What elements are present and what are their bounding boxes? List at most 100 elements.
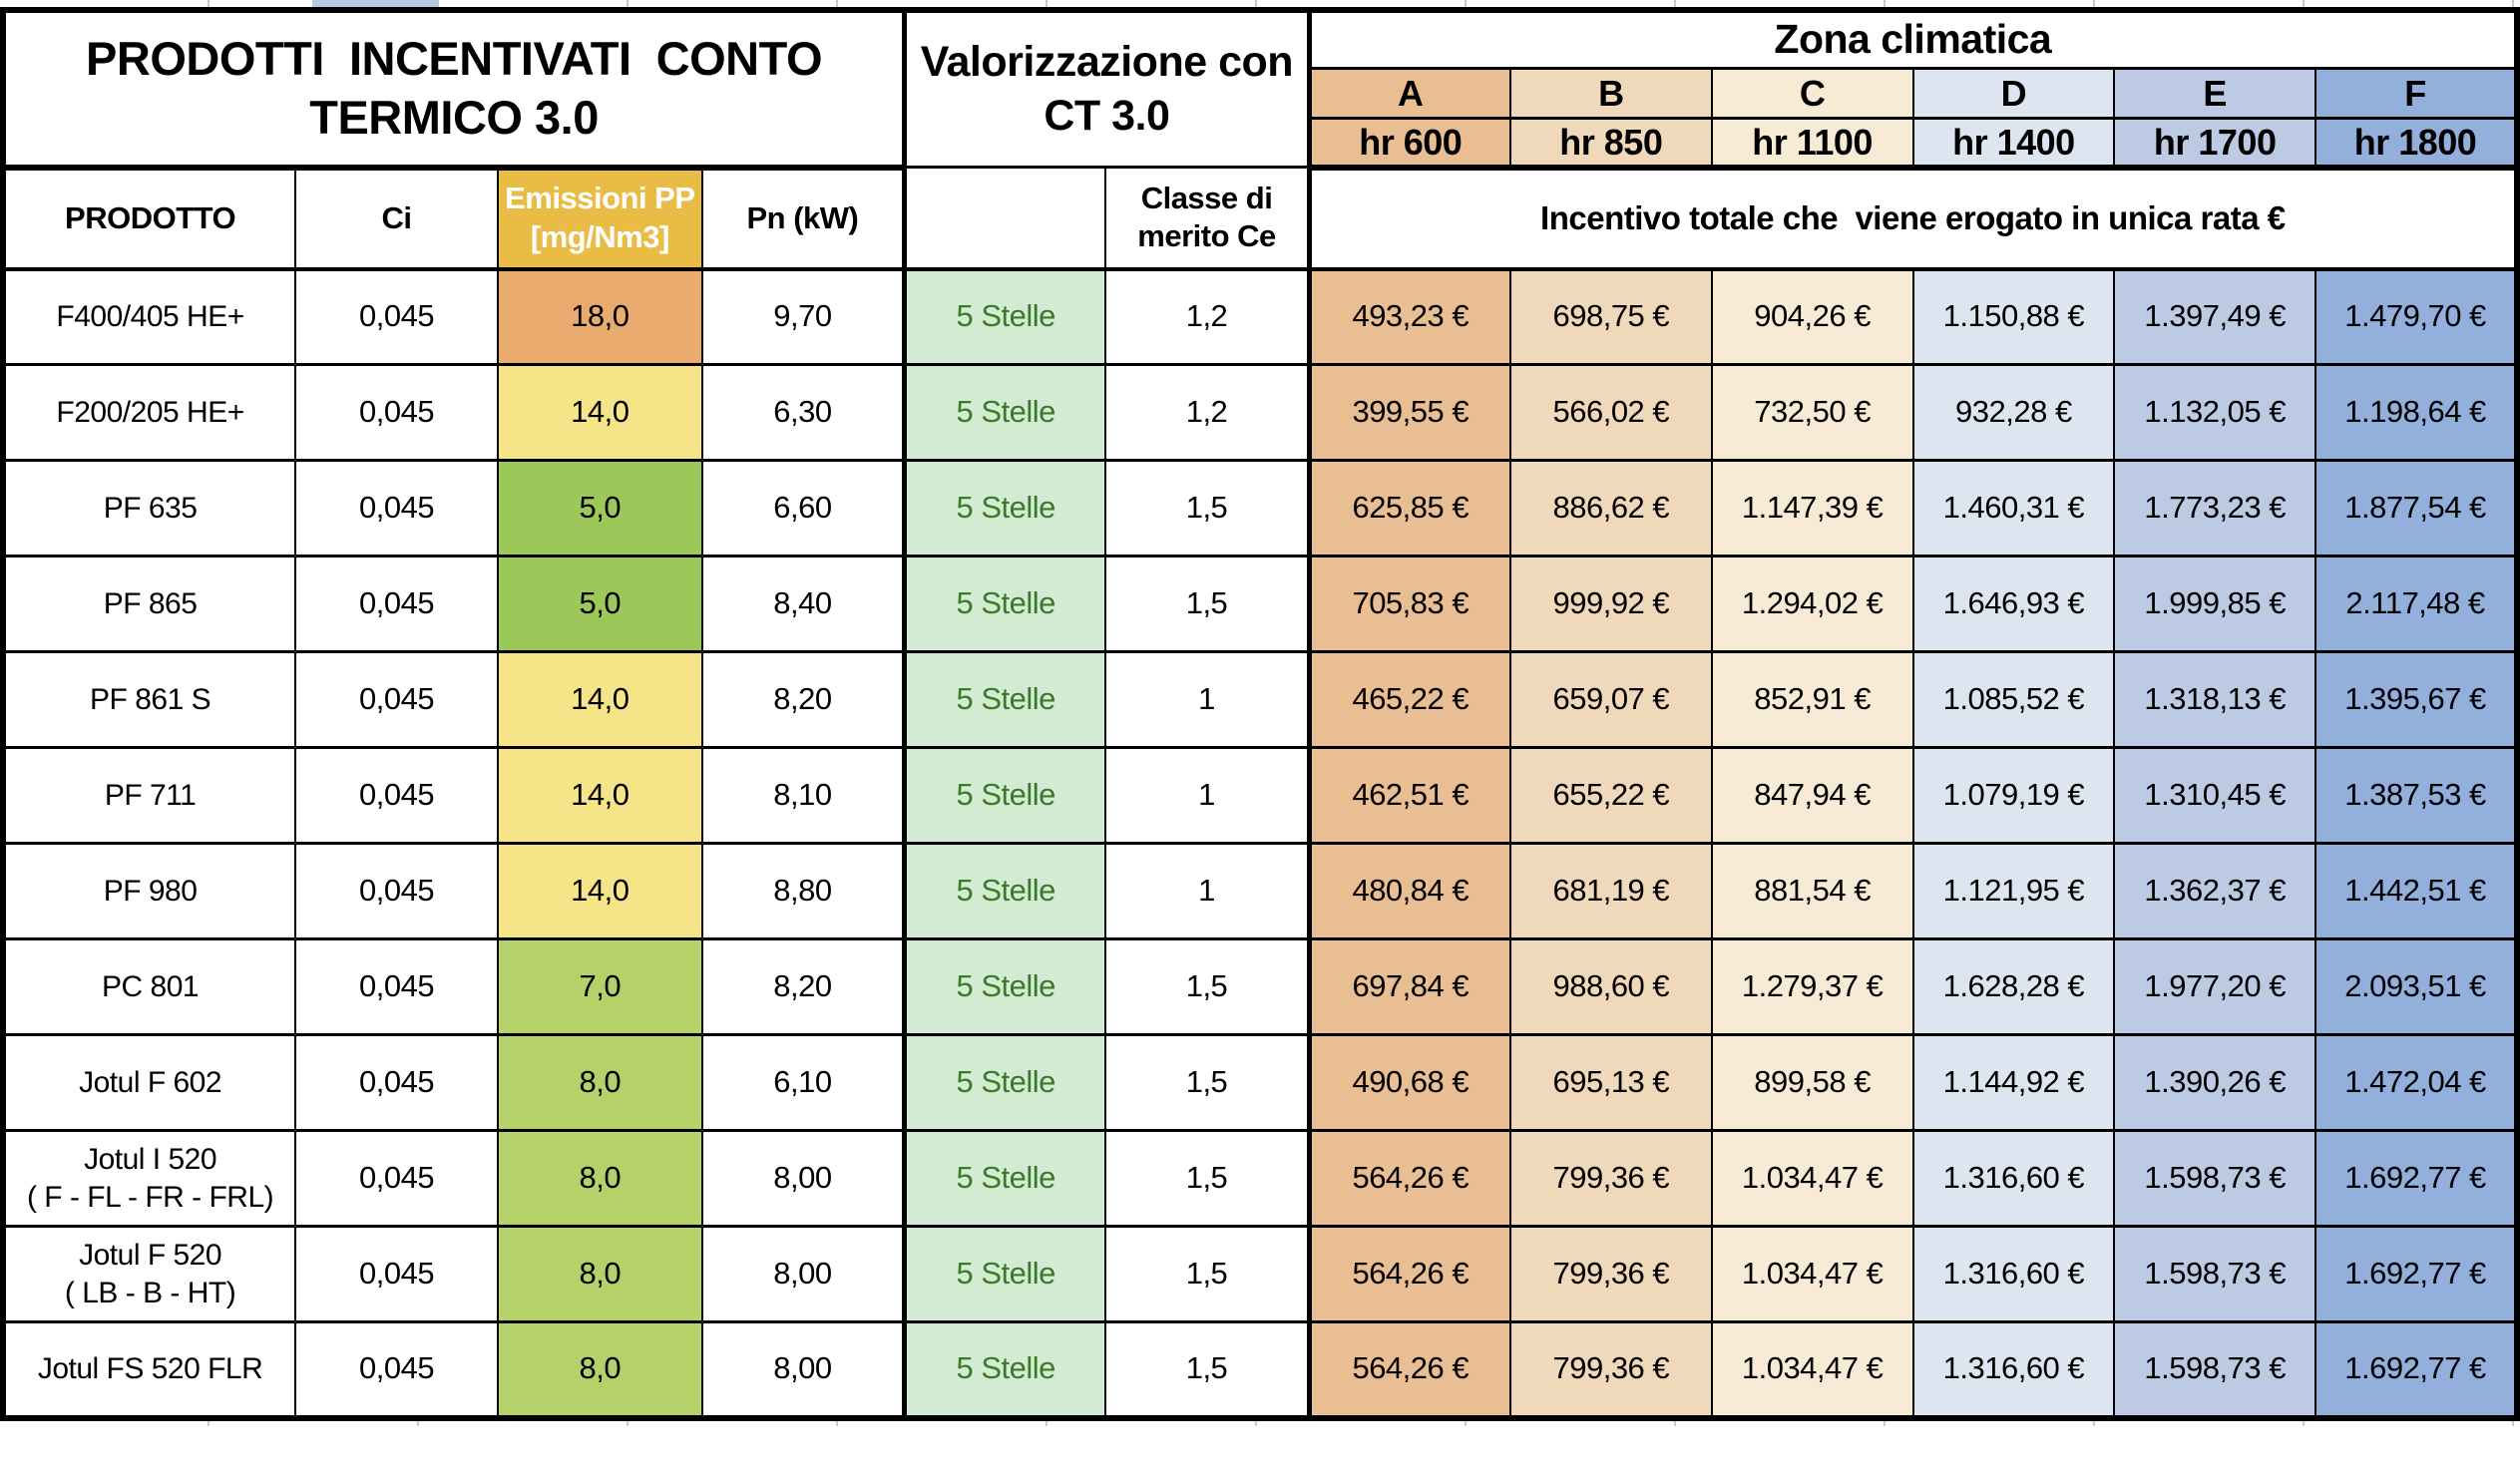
incentive-cell-c[interactable]: 1.279,37 € [1710, 937, 1914, 1036]
emissions-cell[interactable]: 14,0 [496, 842, 703, 940]
incentive-cell-f[interactable]: 1.692,77 € [2314, 1129, 2518, 1228]
emissions-cell[interactable]: 5,0 [496, 459, 703, 557]
incentive-cell-e[interactable]: 1.390,26 € [2113, 1033, 2317, 1132]
incentive-cell-b[interactable]: 988,60 € [1508, 937, 1713, 1036]
zone-a-hours[interactable]: hr 600 [1306, 116, 1511, 171]
zone-b-header[interactable]: B [1508, 66, 1713, 120]
incentive-cell-c[interactable]: 1.147,39 € [1710, 459, 1914, 557]
merit-class-cell[interactable]: 1 [1104, 746, 1311, 845]
emissions-cell[interactable]: 18,0 [496, 267, 703, 366]
incentive-cell-f[interactable]: 1.877,54 € [2314, 459, 2518, 557]
incentive-cell-f[interactable]: 1.479,70 € [2314, 267, 2518, 366]
merit-class-cell[interactable]: 1 [1104, 650, 1311, 749]
stars-rating-cell[interactable]: 5 Stelle [902, 267, 1107, 366]
incentive-cell-c[interactable]: 1.034,47 € [1710, 1129, 1914, 1228]
incentive-cell-b[interactable]: 799,36 € [1508, 1129, 1713, 1228]
emissions-cell[interactable]: 8,0 [496, 1320, 703, 1419]
product-cell[interactable]: PC 801 [1, 937, 297, 1036]
pn-cell[interactable]: 8,00 [700, 1320, 906, 1419]
emissions-cell[interactable]: 14,0 [496, 363, 703, 462]
incentive-cell-d[interactable]: 1.085,52 € [1911, 650, 2116, 749]
ci-cell[interactable]: 0,045 [294, 1225, 499, 1323]
ci-cell[interactable]: 0,045 [294, 363, 499, 462]
merit-class-cell[interactable]: 1,5 [1104, 1225, 1311, 1323]
merit-class-cell[interactable]: 1,5 [1104, 555, 1311, 653]
incentive-cell-b[interactable]: 799,36 € [1508, 1225, 1713, 1323]
incentive-cell-c[interactable]: 904,26 € [1710, 267, 1914, 366]
incentive-cell-c[interactable]: 852,91 € [1710, 650, 1914, 749]
merit-class-cell[interactable]: 1,5 [1104, 937, 1311, 1036]
product-cell[interactable]: Jotul F 602 [1, 1033, 297, 1132]
incentive-cell-c[interactable]: 1.034,47 € [1710, 1225, 1914, 1323]
incentive-cell-e[interactable]: 1.598,73 € [2113, 1320, 2317, 1419]
incentive-cell-c[interactable]: 732,50 € [1710, 363, 1914, 462]
zone-a-header[interactable]: A [1306, 66, 1511, 120]
incentive-cell-e[interactable]: 1.977,20 € [2113, 937, 2317, 1036]
incentive-cell-f[interactable]: 2.093,51 € [2314, 937, 2518, 1036]
ci-cell[interactable]: 0,045 [294, 937, 499, 1036]
incentive-cell-e[interactable]: 1.132,05 € [2113, 363, 2317, 462]
incentive-cell-f[interactable]: 1.442,51 € [2314, 842, 2518, 940]
zone-d-hours[interactable]: hr 1400 [1911, 116, 2116, 171]
stars-rating-cell[interactable]: 5 Stelle [902, 1033, 1107, 1132]
incentive-cell-a[interactable]: 564,26 € [1306, 1225, 1511, 1323]
merit-class-cell[interactable]: 1,5 [1104, 1033, 1311, 1132]
incentive-cell-e[interactable]: 1.598,73 € [2113, 1225, 2317, 1323]
merit-class-cell[interactable]: 1,2 [1104, 363, 1311, 462]
incentive-cell-b[interactable]: 681,19 € [1508, 842, 1713, 940]
ci-cell[interactable]: 0,045 [294, 267, 499, 366]
merit-class-cell[interactable]: 1,5 [1104, 459, 1311, 557]
stars-rating-cell[interactable]: 5 Stelle [902, 1320, 1107, 1419]
pn-cell[interactable]: 8,80 [700, 842, 906, 940]
incentive-cell-d[interactable]: 1.316,60 € [1911, 1320, 2116, 1419]
column-header-pn[interactable]: Pn (kW) [700, 166, 906, 271]
merit-class-cell[interactable]: 1,5 [1104, 1129, 1311, 1228]
incentive-cell-d[interactable]: 1.316,60 € [1911, 1225, 2116, 1323]
ci-cell[interactable]: 0,045 [294, 746, 499, 845]
merit-class-cell[interactable]: 1,5 [1104, 1320, 1311, 1419]
column-header-prodotto[interactable]: PRODOTTO [1, 166, 297, 271]
incentive-cell-d[interactable]: 1.121,95 € [1911, 842, 2116, 940]
product-cell[interactable]: PF 980 [1, 842, 297, 940]
emissions-cell[interactable]: 14,0 [496, 746, 703, 845]
emissions-cell[interactable]: 8,0 [496, 1225, 703, 1323]
incentive-cell-b[interactable]: 695,13 € [1508, 1033, 1713, 1132]
incentive-cell-a[interactable]: 625,85 € [1306, 459, 1511, 557]
column-header-blank[interactable] [902, 166, 1107, 271]
ci-cell[interactable]: 0,045 [294, 1320, 499, 1419]
product-cell[interactable]: PF 861 S [1, 650, 297, 749]
incentive-cell-f[interactable]: 1.692,77 € [2314, 1320, 2518, 1419]
incentive-cell-c[interactable]: 899,58 € [1710, 1033, 1914, 1132]
pn-cell[interactable]: 6,30 [700, 363, 906, 462]
pn-cell[interactable]: 8,00 [700, 1129, 906, 1228]
incentive-cell-a[interactable]: 705,83 € [1306, 555, 1511, 653]
incentive-cell-b[interactable]: 799,36 € [1508, 1320, 1713, 1419]
zone-d-header[interactable]: D [1911, 66, 2116, 120]
stars-rating-cell[interactable]: 5 Stelle [902, 363, 1107, 462]
product-cell[interactable]: PF 711 [1, 746, 297, 845]
incentive-cell-d[interactable]: 1.460,31 € [1911, 459, 2116, 557]
product-cell[interactable]: F200/205 HE+ [1, 363, 297, 462]
incentive-cell-b[interactable]: 886,62 € [1508, 459, 1713, 557]
incentive-cell-d[interactable]: 1.079,19 € [1911, 746, 2116, 845]
incentive-cell-d[interactable]: 1.628,28 € [1911, 937, 2116, 1036]
stars-rating-cell[interactable]: 5 Stelle [902, 937, 1107, 1036]
incentive-cell-b[interactable]: 698,75 € [1508, 267, 1713, 366]
emissions-cell[interactable]: 7,0 [496, 937, 703, 1036]
ci-cell[interactable]: 0,045 [294, 650, 499, 749]
product-cell[interactable]: Jotul FS 520 FLR [1, 1320, 297, 1419]
incentive-cell-e[interactable]: 1.773,23 € [2113, 459, 2317, 557]
emissions-cell[interactable]: 5,0 [496, 555, 703, 653]
emissions-cell[interactable]: 8,0 [496, 1033, 703, 1132]
pn-cell[interactable]: 8,20 [700, 650, 906, 749]
incentive-cell-a[interactable]: 490,68 € [1306, 1033, 1511, 1132]
incentive-cell-c[interactable]: 881,54 € [1710, 842, 1914, 940]
ci-cell[interactable]: 0,045 [294, 1033, 499, 1132]
zone-e-header[interactable]: E [2113, 66, 2317, 120]
column-header-classe-merito[interactable]: Classe di merito Ce [1104, 166, 1311, 271]
incentive-cell-a[interactable]: 480,84 € [1306, 842, 1511, 940]
pn-cell[interactable]: 8,20 [700, 937, 906, 1036]
zone-b-hours[interactable]: hr 850 [1508, 116, 1713, 171]
incentive-cell-d[interactable]: 1.150,88 € [1911, 267, 2116, 366]
incentive-cell-f[interactable]: 1.692,77 € [2314, 1225, 2518, 1323]
